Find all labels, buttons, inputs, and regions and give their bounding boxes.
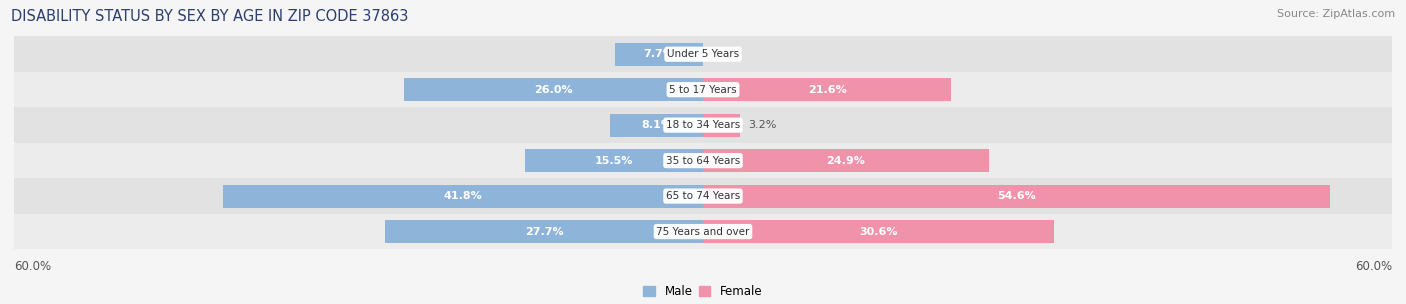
Bar	[14, 36, 1392, 72]
Bar	[385, 220, 703, 243]
Bar	[703, 220, 1054, 243]
Text: 54.6%: 54.6%	[997, 191, 1036, 201]
Text: 65 to 74 Years: 65 to 74 Years	[666, 191, 740, 201]
Bar	[610, 114, 703, 137]
Text: 0.0%: 0.0%	[713, 49, 741, 59]
Text: DISABILITY STATUS BY SEX BY AGE IN ZIP CODE 37863: DISABILITY STATUS BY SEX BY AGE IN ZIP C…	[11, 9, 409, 24]
Text: 30.6%: 30.6%	[859, 226, 898, 237]
Text: Under 5 Years: Under 5 Years	[666, 49, 740, 59]
Text: Source: ZipAtlas.com: Source: ZipAtlas.com	[1277, 9, 1395, 19]
Text: 75 Years and over: 75 Years and over	[657, 226, 749, 237]
Text: 5 to 17 Years: 5 to 17 Years	[669, 85, 737, 95]
Legend: Male, Female: Male, Female	[638, 281, 768, 303]
Text: 3.2%: 3.2%	[748, 120, 776, 130]
Bar	[614, 43, 703, 66]
Bar	[524, 149, 703, 172]
Text: 27.7%: 27.7%	[524, 226, 564, 237]
Bar	[703, 78, 950, 101]
Text: 41.8%: 41.8%	[444, 191, 482, 201]
Text: 18 to 34 Years: 18 to 34 Years	[666, 120, 740, 130]
Text: 26.0%: 26.0%	[534, 85, 574, 95]
Bar	[405, 78, 703, 101]
Bar	[14, 72, 1392, 107]
Text: 60.0%: 60.0%	[14, 260, 51, 273]
Bar	[224, 185, 703, 208]
Text: 8.1%: 8.1%	[641, 120, 672, 130]
Bar	[703, 185, 1330, 208]
Text: 7.7%: 7.7%	[644, 49, 675, 59]
Bar	[703, 114, 740, 137]
Bar	[703, 149, 988, 172]
Text: 24.9%: 24.9%	[827, 156, 865, 166]
Text: 21.6%: 21.6%	[807, 85, 846, 95]
Bar	[14, 214, 1392, 249]
Bar	[14, 107, 1392, 143]
Text: 35 to 64 Years: 35 to 64 Years	[666, 156, 740, 166]
Text: 15.5%: 15.5%	[595, 156, 633, 166]
Text: 60.0%: 60.0%	[1355, 260, 1392, 273]
Bar	[14, 178, 1392, 214]
Bar	[14, 143, 1392, 178]
